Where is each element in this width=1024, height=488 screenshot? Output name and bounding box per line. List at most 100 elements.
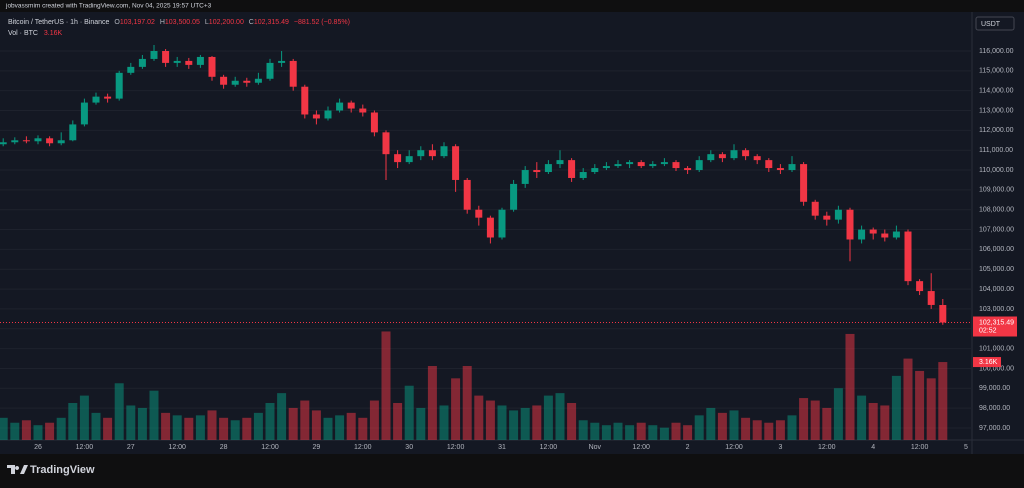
- x-tick-label: 30: [405, 444, 413, 451]
- volume-bar: [683, 425, 693, 440]
- candle-body: [150, 51, 158, 59]
- candle-body: [324, 110, 332, 119]
- x-tick-label: 28: [220, 444, 228, 451]
- x-tick-label: 12:00: [261, 444, 279, 451]
- candle-body: [718, 154, 726, 159]
- candle-body: [138, 58, 146, 67]
- y-tick-label: 113,000.00: [979, 107, 1014, 114]
- volume-bar: [787, 415, 797, 440]
- x-tick-label: 5: [964, 444, 968, 451]
- volume-bar: [381, 331, 391, 440]
- open-value: 103,197.02: [120, 19, 155, 26]
- brand-logo: [7, 465, 28, 474]
- candle-body: [475, 209, 483, 218]
- volume-bar: [21, 420, 31, 440]
- symbol: Bitcoin / TetherUS · 1h · Binance: [8, 19, 110, 26]
- legend: Bitcoin / TetherUS · 1h · Binance O103,1…: [8, 19, 350, 26]
- candle-body: [452, 146, 460, 180]
- volume-bar: [68, 403, 78, 440]
- volume-bar: [520, 407, 530, 440]
- x-tick-label: 12:00: [632, 444, 650, 451]
- candle-body: [370, 112, 378, 133]
- volume-bar: [880, 405, 890, 440]
- candle-body: [846, 209, 854, 240]
- x-tick-label: 12:00: [447, 444, 465, 451]
- volume-bar: [103, 417, 113, 440]
- volume-bar: [509, 410, 519, 440]
- candle-body: [266, 62, 274, 79]
- x-tick-label: 12:00: [540, 444, 558, 451]
- candle-body: [614, 164, 622, 167]
- candle-body: [231, 80, 239, 85]
- volume-bar: [277, 393, 287, 440]
- volume-bar: [300, 400, 310, 440]
- candle-body: [939, 305, 947, 323]
- y-tick-label: 98,000.00: [979, 405, 1010, 412]
- high-value: 103,500.05: [165, 19, 200, 26]
- y-tick-label: 116,000.00: [979, 48, 1014, 55]
- candle-body: [80, 102, 88, 125]
- volume-title: Vol · BTC: [8, 30, 38, 37]
- volume-bar: [358, 417, 368, 440]
- candle-body: [672, 162, 680, 169]
- candle-body: [162, 51, 170, 63]
- x-tick-label: 26: [34, 444, 42, 451]
- volume-bar: [474, 395, 484, 440]
- candle-body: [707, 154, 715, 161]
- volume-bar: [161, 412, 171, 440]
- candle-body: [243, 80, 251, 83]
- candle-body: [742, 150, 750, 157]
- candle-body: [104, 96, 112, 99]
- close-value: 102,315.49: [254, 19, 289, 26]
- candle-body: [591, 168, 599, 173]
- candle-body: [173, 60, 181, 63]
- candle-body: [568, 160, 576, 178]
- volume-bar: [659, 427, 669, 440]
- volume-bar: [56, 417, 66, 440]
- candle-body: [220, 76, 228, 85]
- candle-body: [301, 86, 309, 115]
- candle-body: [533, 170, 541, 173]
- volume-bar: [578, 420, 588, 440]
- volume-bar: [253, 412, 263, 440]
- candle-body: [916, 281, 924, 292]
- candle-body: [428, 150, 436, 157]
- candle-body: [660, 162, 668, 165]
- candle-body: [892, 231, 900, 238]
- candle-body: [521, 170, 529, 184]
- volume-bar: [775, 420, 785, 440]
- currency-box[interactable]: [975, 16, 1015, 31]
- currency: USDT: [981, 21, 1001, 28]
- volume-bar: [462, 366, 472, 440]
- x-tick-label: 12:00: [818, 444, 836, 451]
- volume-bar: [0, 417, 8, 440]
- candle-body: [0, 142, 7, 145]
- volume-bar: [219, 417, 229, 440]
- volume-bar: [810, 400, 820, 440]
- y-tick-label: 112,000.00: [979, 127, 1014, 134]
- volume-bar: [91, 412, 101, 440]
- candle-body: [127, 66, 135, 73]
- volume-bar: [79, 395, 89, 440]
- volume-bar: [891, 375, 901, 440]
- volume-bar: [555, 393, 565, 440]
- candle-body: [486, 217, 494, 238]
- candle-body: [254, 78, 262, 83]
- candle-body: [359, 108, 367, 113]
- last-price-tag: [973, 316, 1017, 337]
- candle-body: [278, 60, 286, 63]
- volume-bar: [207, 410, 217, 440]
- volume-bar: [706, 407, 716, 440]
- candle-body: [289, 60, 297, 87]
- candle-body: [637, 162, 645, 167]
- candle-body: [602, 166, 610, 169]
- volume-bar: [346, 412, 356, 440]
- volume-bar: [451, 378, 461, 440]
- candle-body: [208, 56, 216, 77]
- y-tick-label: 106,000.00: [979, 246, 1014, 253]
- y-tick-label: 115,000.00: [979, 68, 1014, 75]
- candle-body: [776, 168, 784, 171]
- candle-body: [196, 56, 204, 65]
- volume-bar: [427, 366, 437, 440]
- x-tick-label: 12:00: [76, 444, 94, 451]
